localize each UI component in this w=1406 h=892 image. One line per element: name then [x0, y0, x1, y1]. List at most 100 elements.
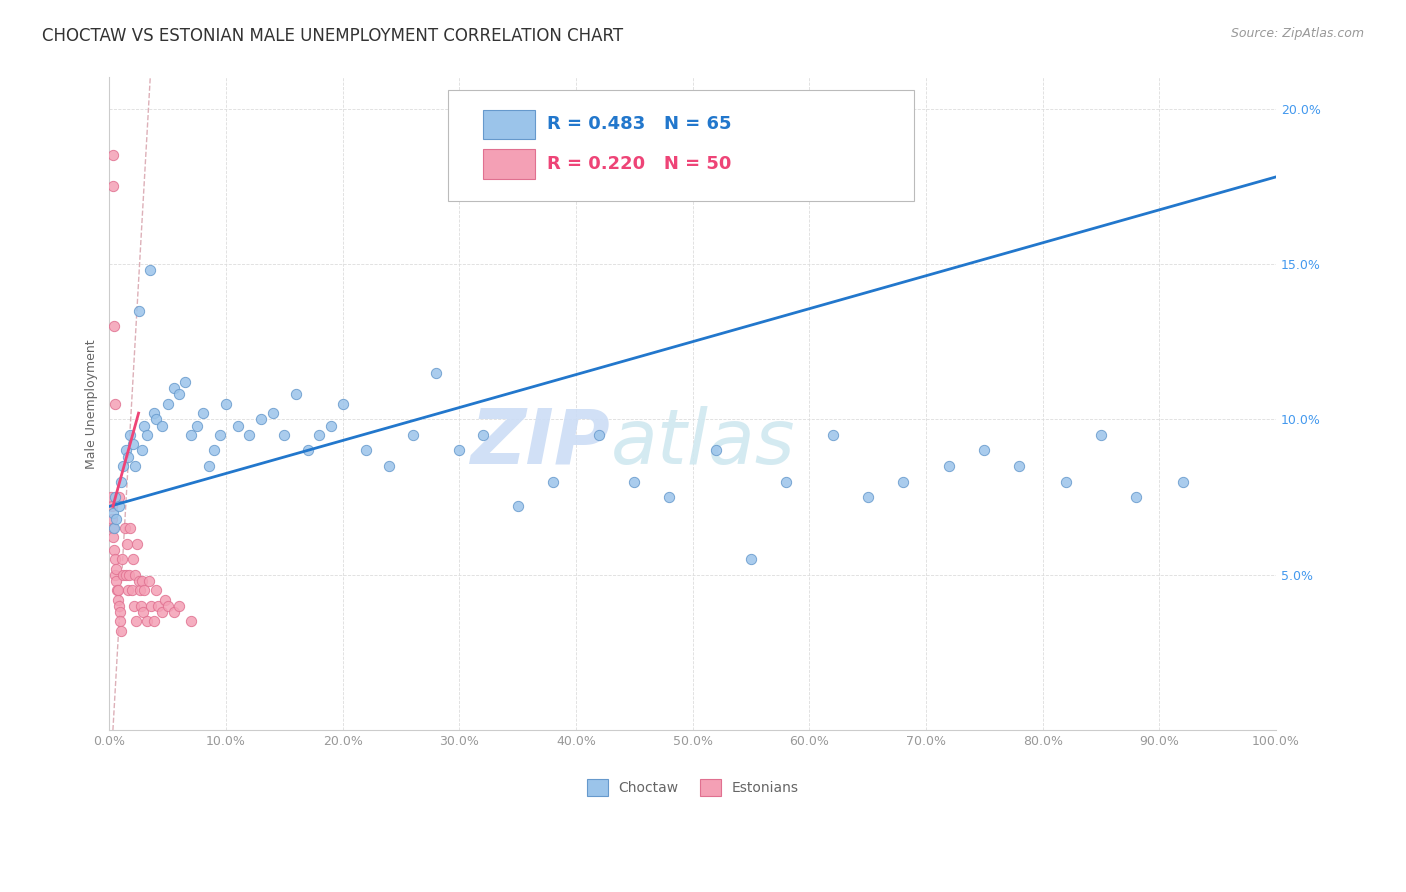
Point [121, 437, 143, 451]
Point [104, 490, 127, 504]
Point [1125, 490, 1147, 504]
Point [115, 536, 138, 550]
Point [128, 574, 150, 588]
Point [122, 599, 145, 613]
Point [112, 458, 135, 473]
Point [101, 521, 124, 535]
Point [114, 521, 136, 535]
Point [180, 615, 202, 629]
Point [145, 412, 167, 426]
Point [112, 567, 135, 582]
Point [1090, 428, 1112, 442]
FancyBboxPatch shape [482, 110, 536, 139]
Point [124, 458, 146, 473]
Point [775, 475, 797, 489]
Point [111, 552, 134, 566]
Text: atlas: atlas [612, 406, 796, 480]
Point [131, 574, 153, 588]
Point [938, 458, 960, 473]
Point [1054, 475, 1077, 489]
Point [105, 583, 128, 598]
Point [449, 443, 471, 458]
Point [226, 418, 249, 433]
Point [262, 406, 284, 420]
Point [103, 542, 125, 557]
Point [319, 418, 342, 433]
Point [1008, 458, 1031, 473]
Point [506, 500, 529, 514]
Point [155, 592, 177, 607]
Point [142, 615, 165, 629]
Point [332, 397, 354, 411]
Point [129, 599, 152, 613]
Point [821, 428, 844, 442]
Point [110, 475, 132, 489]
Point [103, 319, 125, 334]
Point [1171, 475, 1194, 489]
FancyBboxPatch shape [447, 90, 914, 202]
Point [180, 428, 202, 442]
Point [128, 583, 150, 598]
Point [202, 443, 225, 458]
Point [378, 458, 401, 473]
Point [134, 583, 156, 598]
Point [891, 475, 914, 489]
Point [107, 583, 129, 598]
Point [174, 375, 197, 389]
Point [104, 567, 127, 582]
Point [134, 418, 156, 433]
Point [425, 366, 447, 380]
Point [101, 512, 124, 526]
Point [139, 263, 162, 277]
Point [156, 599, 179, 613]
Y-axis label: Male Unemployment: Male Unemployment [86, 339, 98, 468]
Point [104, 397, 127, 411]
Text: ZIP: ZIP [471, 406, 612, 480]
Legend: Choctaw, Estonians: Choctaw, Estonians [581, 773, 804, 802]
Point [856, 490, 879, 504]
Point [120, 521, 142, 535]
Point [150, 418, 173, 433]
Point [101, 148, 124, 162]
Point [107, 500, 129, 514]
Point [125, 615, 148, 629]
Point [105, 574, 128, 588]
Point [121, 552, 143, 566]
Point [108, 599, 131, 613]
Point [285, 387, 308, 401]
Text: R = 0.220   N = 50: R = 0.220 N = 50 [547, 154, 731, 172]
Point [197, 458, 219, 473]
Point [127, 536, 149, 550]
Point [124, 567, 146, 582]
Point [169, 387, 191, 401]
Point [101, 506, 124, 520]
Point [250, 412, 273, 426]
Point [117, 450, 139, 464]
Point [103, 521, 125, 535]
Point [162, 605, 184, 619]
Point [120, 428, 142, 442]
Point [150, 605, 173, 619]
Point [108, 605, 131, 619]
Point [145, 583, 167, 598]
Text: R = 0.483   N = 65: R = 0.483 N = 65 [547, 115, 731, 134]
Point [402, 428, 425, 442]
Point [704, 443, 727, 458]
FancyBboxPatch shape [482, 149, 536, 178]
Point [128, 303, 150, 318]
Point [135, 428, 157, 442]
Point [215, 397, 238, 411]
Point [121, 583, 143, 598]
Point [141, 599, 163, 613]
Point [148, 599, 170, 613]
Point [156, 397, 179, 411]
Point [541, 475, 564, 489]
Point [131, 443, 153, 458]
Point [110, 624, 132, 638]
Point [162, 381, 184, 395]
Point [354, 443, 377, 458]
Point [135, 615, 157, 629]
Point [105, 512, 128, 526]
Point [191, 406, 214, 420]
Point [118, 567, 141, 582]
